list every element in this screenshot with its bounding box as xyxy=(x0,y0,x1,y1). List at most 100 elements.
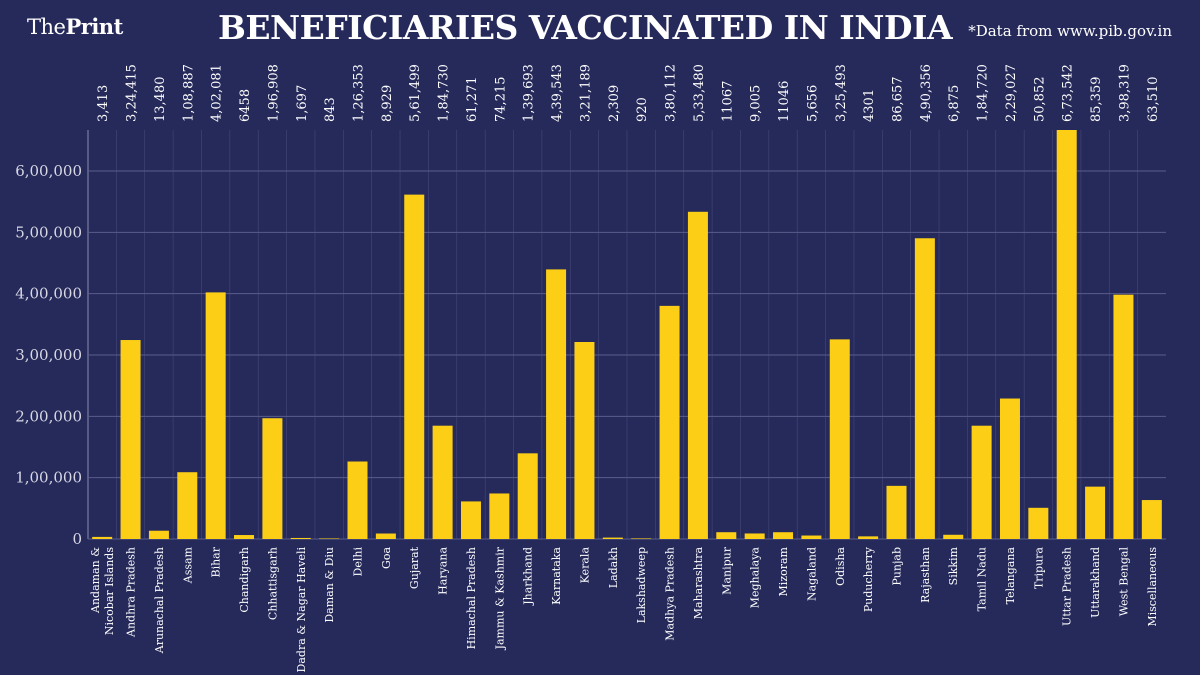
category-label: Jharkhand xyxy=(522,547,535,606)
bar xyxy=(290,537,311,539)
y-tick-label: 5,00,000 xyxy=(15,223,82,241)
category-label: Odisha xyxy=(834,547,847,586)
value-label: 2,29,027 xyxy=(1004,64,1019,122)
bar xyxy=(971,425,992,539)
category-label: Bihar xyxy=(210,546,223,577)
category-label: Sikkim xyxy=(947,546,960,585)
value-label: 1,39,693 xyxy=(522,64,537,122)
bar xyxy=(404,194,425,539)
value-label: 11046 xyxy=(777,81,792,122)
y-tick-label: 3,00,000 xyxy=(15,346,82,364)
category-label: Uttarakhand xyxy=(1089,547,1102,618)
value-label: 8,929 xyxy=(380,85,395,122)
bar xyxy=(92,536,113,539)
value-label: 74,215 xyxy=(493,77,508,123)
category-label: Rajasthan xyxy=(919,547,932,603)
value-label: 3,21,189 xyxy=(578,64,593,122)
category-label: Ladakh xyxy=(607,547,620,588)
category-label: Nagaland xyxy=(805,547,818,601)
bar xyxy=(574,342,595,539)
value-label: 6458 xyxy=(238,89,253,122)
category-label: Meghalaya xyxy=(749,547,762,609)
chart-title: BENEFICIARIES VACCINATED IN INDIA xyxy=(217,8,953,47)
value-label: 6,73,542 xyxy=(1061,64,1076,122)
bar xyxy=(914,238,935,539)
bar xyxy=(234,535,255,539)
category-label: Arunachal Pradesh xyxy=(153,547,166,654)
bar xyxy=(375,533,396,539)
bar xyxy=(858,536,879,539)
value-label: 4,39,543 xyxy=(550,64,565,122)
bar xyxy=(489,493,510,539)
bar xyxy=(432,425,453,539)
bar xyxy=(262,418,283,539)
category-label: Manipur xyxy=(720,546,733,595)
category-label: Jammu & Kashmir xyxy=(493,546,506,650)
value-label: 843 xyxy=(323,97,338,122)
value-label: 1,84,730 xyxy=(437,64,452,122)
bar xyxy=(687,211,708,539)
value-label: 1,84,720 xyxy=(976,64,991,122)
category-label: Mizoram xyxy=(777,546,790,596)
category-label: Miscellaneous xyxy=(1146,547,1159,627)
bar xyxy=(1085,486,1106,539)
value-label: 61,271 xyxy=(465,77,480,123)
value-label: 9,005 xyxy=(749,85,764,122)
value-label: 5,656 xyxy=(805,85,820,122)
value-label: 1,08,887 xyxy=(181,64,196,122)
logo-bold: Print xyxy=(65,14,123,39)
bar xyxy=(999,398,1020,539)
category-label: Madhya Pradesh xyxy=(664,547,677,641)
value-label: 1,697 xyxy=(295,85,310,122)
category-label: West Bengal xyxy=(1117,547,1130,617)
category-label: Kerala xyxy=(578,547,591,584)
value-label: 86,657 xyxy=(891,77,906,123)
value-label: 3,98,319 xyxy=(1117,64,1132,122)
value-label: 1,96,908 xyxy=(266,64,281,122)
bar xyxy=(148,530,169,539)
theprint-logo: ThePrint xyxy=(27,14,123,39)
category-label: Karnataka xyxy=(550,547,563,605)
value-label: 1,26,353 xyxy=(352,64,367,122)
category-label: Uttar Pradesh xyxy=(1061,547,1074,626)
bar xyxy=(177,472,198,539)
category-label: Tripura xyxy=(1032,547,1045,589)
bar xyxy=(347,461,368,539)
bar xyxy=(744,533,765,539)
bar xyxy=(716,532,737,539)
bar xyxy=(1028,507,1049,539)
value-label: 11067 xyxy=(720,81,735,122)
value-label: 5,61,499 xyxy=(408,64,423,122)
y-tick-label: 4,00,000 xyxy=(15,285,82,303)
value-label: 3,80,112 xyxy=(664,64,679,122)
category-label: Daman & Diu xyxy=(323,547,336,623)
bar xyxy=(205,292,226,539)
value-label: 920 xyxy=(635,97,650,122)
logo-thin: The xyxy=(27,15,66,39)
value-label: 3,25,493 xyxy=(834,64,849,122)
category-label: Dadra & Nagar Haveli xyxy=(295,547,308,673)
category-label: Goa xyxy=(380,547,393,569)
y-tick-label: 0 xyxy=(72,530,82,548)
category-label: Haryana xyxy=(437,547,450,595)
category-label: Telangana xyxy=(1004,547,1017,605)
bar xyxy=(1113,294,1134,539)
bar xyxy=(943,534,964,539)
category-label: Andaman & xyxy=(89,547,102,614)
bar xyxy=(120,340,141,539)
category-label: Gujarat xyxy=(408,546,421,589)
value-label: 4,90,356 xyxy=(919,64,934,122)
value-label: 50,852 xyxy=(1032,77,1047,123)
category-label: Himachal Pradesh xyxy=(465,547,478,649)
bar xyxy=(517,453,538,539)
category-label: Nicobar Islands xyxy=(103,547,116,635)
category-label: Assam xyxy=(181,546,194,584)
category-label: Chandigarh xyxy=(238,547,251,613)
y-tick-label: 6,00,000 xyxy=(15,162,82,180)
value-label: 3,24,415 xyxy=(125,64,140,122)
bar xyxy=(659,305,680,539)
value-label: 5,33,480 xyxy=(692,64,707,122)
bar xyxy=(1056,130,1077,539)
category-label: Lakshadweep xyxy=(635,547,648,623)
